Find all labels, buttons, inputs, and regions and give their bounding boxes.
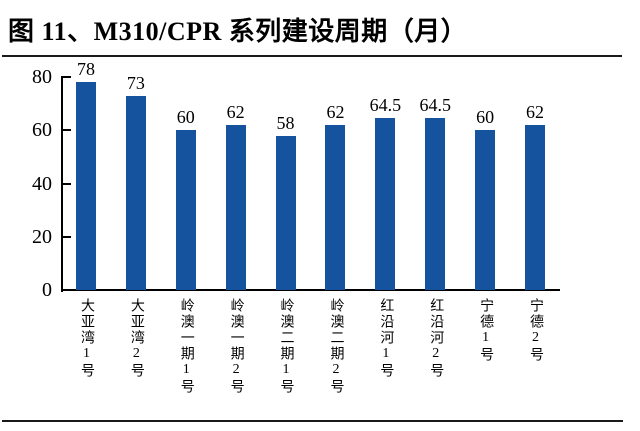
x-axis-category-label: 岭澳二期1号: [278, 298, 294, 395]
bar-value-label: 64.5: [369, 95, 402, 116]
y-axis-tick-label: 80: [32, 66, 52, 88]
bar: [525, 124, 546, 290]
y-axis-tick-mark: [63, 235, 71, 238]
y-axis-line: [61, 76, 63, 292]
x-axis-category-label: 红沿河2号: [428, 298, 444, 379]
x-axis-category-label: 宁德2号: [528, 298, 544, 363]
bar-value-label: 60: [176, 107, 195, 128]
y-axis-tick-label: 60: [32, 119, 52, 142]
x-axis-category-label: 岭澳一期1号: [178, 298, 194, 395]
bar-value-label: 64.5: [419, 95, 452, 116]
bar: [275, 135, 296, 290]
y-axis-tick-mark: [63, 182, 71, 185]
bar: [325, 124, 346, 290]
title-divider: [2, 55, 622, 57]
x-axis-line: [61, 289, 560, 291]
bar-value-label: 73: [126, 72, 145, 93]
x-axis-category-label: 岭澳二期2号: [328, 298, 344, 395]
bar-value-label: 58: [276, 112, 295, 133]
bar: [475, 130, 496, 290]
x-axis-category-label: 大亚湾2号: [128, 298, 144, 379]
bottom-divider: [2, 420, 623, 422]
x-axis-category-label: 宁德1号: [478, 298, 494, 363]
y-axis-tick-mark: [63, 76, 71, 78]
bar-value-label: 62: [326, 101, 345, 122]
x-axis-category-label: 红沿河1号: [378, 298, 394, 379]
y-axis-tick-label: 20: [32, 225, 52, 248]
y-axis-tick-label: 0: [42, 279, 52, 301]
x-axis-category-label: 岭澳一期2号: [228, 298, 244, 395]
bar: [425, 118, 446, 290]
figure-title: 图 11、M310/CPR 系列建设周期（月）: [8, 17, 468, 46]
bar-value-label: 60: [476, 107, 495, 128]
bar-value-label: 62: [226, 101, 245, 122]
bar: [75, 82, 96, 290]
y-axis-tick-label: 40: [32, 172, 52, 195]
bar: [225, 124, 246, 290]
bar: [375, 118, 396, 290]
bar-value-label: 78: [76, 59, 95, 80]
bar-value-label: 62: [526, 101, 545, 122]
bar: [125, 95, 146, 290]
bar: [175, 130, 196, 290]
x-axis-category-label: 大亚湾1号: [78, 298, 94, 379]
y-axis-tick-mark: [63, 129, 71, 132]
